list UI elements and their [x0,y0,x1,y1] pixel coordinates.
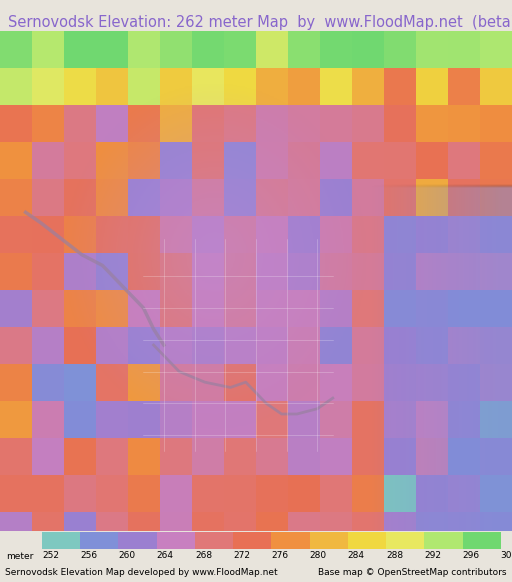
Text: 296: 296 [462,551,480,560]
Text: 280: 280 [310,551,327,560]
Text: 276: 276 [271,551,288,560]
Text: 260: 260 [118,551,136,560]
Bar [424,532,462,549]
Text: Sernovodsk Elevation: 262 meter Map  by  www.FloodMap.net  (beta): Sernovodsk Elevation: 262 meter Map by w… [8,15,512,30]
Text: 300: 300 [501,551,512,560]
Text: 256: 256 [80,551,97,560]
Bar [157,532,195,549]
Text: 272: 272 [233,551,250,560]
Text: 252: 252 [42,551,59,560]
Bar [42,532,80,549]
Bar [233,532,271,549]
Text: 264: 264 [157,551,174,560]
Bar [462,532,501,549]
Bar [118,532,157,549]
Bar [80,532,118,549]
Text: meter: meter [6,552,33,561]
Bar [310,532,348,549]
Bar [348,532,386,549]
Bar [386,532,424,549]
Text: Sernovodsk Elevation Map developed by www.FloodMap.net: Sernovodsk Elevation Map developed by ww… [5,568,278,577]
Text: 268: 268 [195,551,212,560]
Bar [271,532,310,549]
Text: 292: 292 [424,551,441,560]
Text: Base map © OpenStreetMap contributors: Base map © OpenStreetMap contributors [318,568,507,577]
Text: 288: 288 [386,551,403,560]
Bar [195,532,233,549]
Text: 284: 284 [348,551,365,560]
